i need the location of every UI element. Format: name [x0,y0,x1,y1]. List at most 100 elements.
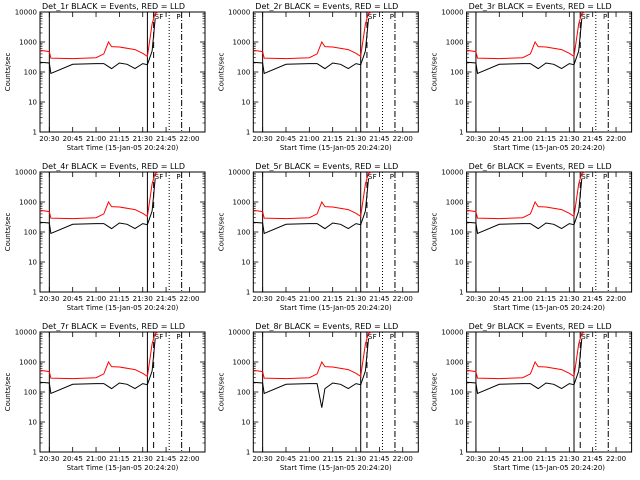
y-tick-label: 1000 [232,359,250,367]
x-axis-label: Start Time (15-Jan-05 20:24:20) [67,304,179,312]
y-tick-label: 1 [246,289,250,297]
x-axis-label: Start Time (15-Jan-05 20:24:20) [493,304,605,312]
x-tick-label: 21:00 [513,135,533,143]
annotation-label: P [603,173,607,181]
chart-panel: Det_8r BLACK = Events, RED = LLD 1 10 100 10… [217,322,419,472]
plot-frame [39,171,206,293]
chart-panel: Det_5r BLACK = Events, RED = LLD 1 10 100 10… [217,162,419,312]
y-tick-label: 1 [459,449,463,457]
annotation-label: S [581,13,586,21]
events-series-line [466,18,583,75]
y-tick-label: 10 [241,419,250,427]
annotation-label: S [155,13,160,21]
lld-series-line [39,171,159,220]
y-tick-label: 1 [246,129,250,137]
y-tick-label: 1 [33,289,37,297]
x-tick-label: 21:45 [369,455,389,463]
x-tick-label: 21:00 [513,295,533,303]
events-series-line [253,338,369,408]
y-tick-label: 1000 [446,39,464,47]
x-tick-label: 21:45 [583,135,603,143]
x-tick-label: 22:00 [179,295,199,303]
y-tick-label: 1000 [446,359,464,367]
x-tick-label: 22:00 [606,295,626,303]
x-tick-label: 20:30 [253,135,273,143]
plot-frame [39,331,206,453]
x-tick-label: 22:00 [393,135,413,143]
annotation-label: S [155,333,160,341]
lld-series-line [253,171,372,220]
x-tick-label: 20:45 [63,455,83,463]
chart-title: Det_9r BLACK = Events, RED = LLD [469,322,612,331]
y-axis-label: Counts/sec [217,213,225,252]
plot-frame [466,331,633,453]
x-tick-label: 20:30 [253,295,273,303]
annotation-label: F [373,333,377,341]
y-tick-label: 10000 [228,329,250,337]
chart-panel: Det_6r BLACK = Events, RED = LLD 1 10 100 10… [431,162,633,312]
chart-title: Det_5r BLACK = Events, RED = LLD [255,162,398,171]
y-tick-label: 10000 [441,329,463,337]
x-tick-label: 21:00 [513,455,533,463]
chart-panel: Det_2r BLACK = Events, RED = LLD 1 10 100 10… [217,2,419,152]
chart-panel: Det_4r BLACK = Events, RED = LLD 1 10 100 10… [4,162,206,312]
x-tick-label: 21:15 [536,295,556,303]
x-tick-label: 22:00 [393,455,413,463]
annotation-label: F [373,13,377,21]
annotation-label: S [155,173,160,181]
x-tick-label: 21:15 [109,135,129,143]
annotation-label: P [176,333,180,341]
x-tick-label: 20:30 [466,135,486,143]
x-tick-label: 20:30 [39,455,59,463]
annotation-label: P [603,13,607,21]
y-tick-label: 10 [241,99,250,107]
x-tick-label: 21:15 [536,455,556,463]
plot-frame [39,11,206,133]
y-tick-label: 100 [450,69,463,77]
y-tick-label: 1 [459,289,463,297]
annotation-label: F [373,173,377,181]
x-axis-label: Start Time (15-Jan-05 20:24:20) [493,144,605,152]
x-tick-label: 21:00 [86,455,106,463]
x-tick-label: 21:30 [346,455,366,463]
x-tick-label: 22:00 [393,295,413,303]
x-tick-label: 21:45 [369,135,389,143]
y-tick-label: 100 [450,229,463,237]
y-tick-label: 10 [28,99,37,107]
chart-panel: Det_1r BLACK = Events, RED = LLD 1 10 100 10… [4,2,206,152]
annotation-label: F [586,333,590,341]
y-tick-label: 1000 [446,199,464,207]
x-axis-label: Start Time (15-Jan-05 20:24:20) [280,304,392,312]
plot-frame [252,171,419,293]
y-tick-label: 100 [24,69,37,77]
y-tick-label: 100 [237,229,250,237]
annotation-label: P [390,333,394,341]
x-tick-label: 21:15 [323,295,343,303]
x-tick-label: 20:45 [276,135,296,143]
chart-title: Det_8r BLACK = Events, RED = LLD [255,322,398,331]
chart-title: Det_7r BLACK = Events, RED = LLD [42,322,185,331]
chart-title: Det_4r BLACK = Events, RED = LLD [42,162,185,171]
x-tick-label: 21:15 [323,135,343,143]
lld-series-line [253,331,372,380]
chart-panel: Det_9r BLACK = Events, RED = LLD 1 10 100 10… [431,322,633,472]
events-series-line [466,178,583,235]
y-tick-label: 10 [455,419,464,427]
chart-panel: Det_7r BLACK = Events, RED = LLD 1 10 100 10… [4,322,206,472]
x-axis-label: Start Time (15-Jan-05 20:24:20) [280,144,392,152]
x-tick-label: 22:00 [606,135,626,143]
y-tick-label: 1000 [19,199,37,207]
lld-series-line [39,331,159,380]
y-tick-label: 1000 [232,199,250,207]
x-tick-label: 21:00 [299,455,319,463]
x-tick-label: 21:30 [133,135,153,143]
annotation-label: F [159,13,163,21]
y-tick-label: 10000 [15,169,37,177]
y-axis-label: Counts/sec [431,213,439,252]
x-tick-label: 20:45 [63,295,83,303]
y-tick-label: 1 [459,129,463,137]
y-tick-label: 10000 [15,329,37,337]
lld-series-line [253,11,372,60]
x-tick-label: 20:45 [489,295,509,303]
x-tick-label: 21:30 [133,295,153,303]
